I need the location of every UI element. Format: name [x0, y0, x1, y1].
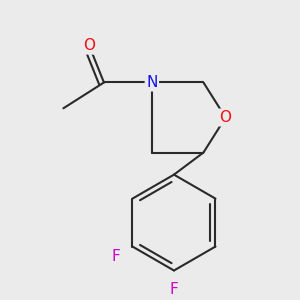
Text: N: N	[146, 75, 158, 90]
Text: O: O	[83, 38, 95, 53]
Text: F: F	[169, 282, 178, 297]
Text: O: O	[220, 110, 232, 125]
Text: F: F	[112, 249, 120, 264]
